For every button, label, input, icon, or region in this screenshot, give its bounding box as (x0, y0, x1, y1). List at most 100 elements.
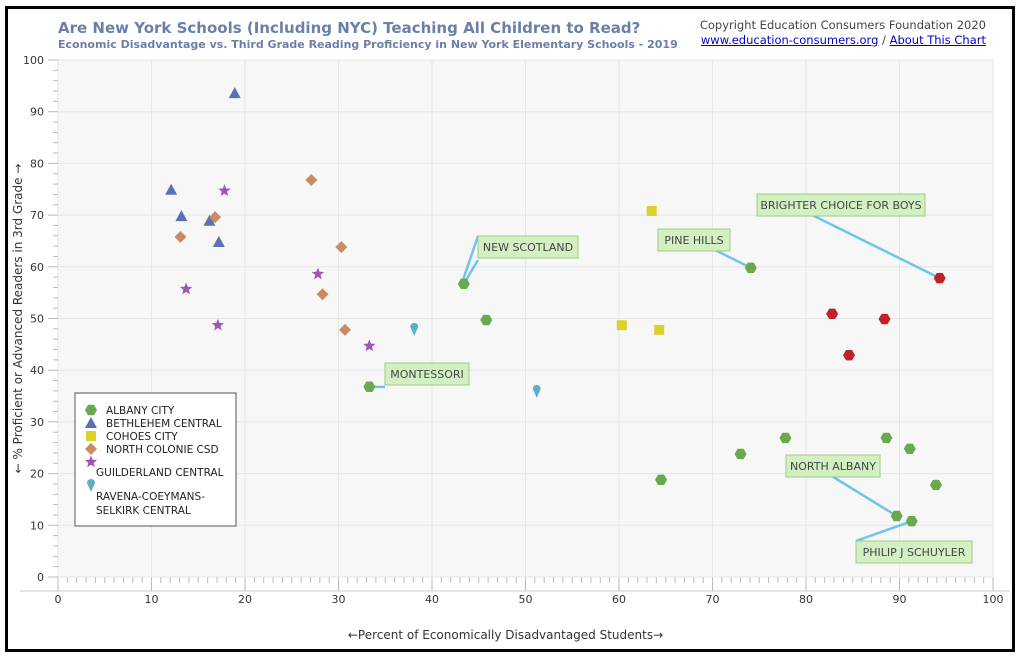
data-point (843, 350, 856, 361)
series-unlabeled (826, 272, 946, 361)
series-ravena-coeymans-selkirk-central (410, 322, 541, 398)
data-point (480, 314, 493, 326)
data-point (175, 210, 188, 222)
data-point (654, 324, 665, 335)
annotation-brighter-choice-for-boys: BRIGHTER CHOICE FOR BOYS (756, 193, 941, 280)
data-point (655, 474, 668, 486)
annotation-label: PINE HILLS (664, 234, 723, 247)
legend-marker (84, 455, 98, 468)
x-tick-label: 60 (612, 593, 626, 606)
data-point (826, 308, 839, 320)
data-point (779, 432, 792, 444)
annotation-box (756, 193, 926, 217)
data-point (905, 515, 918, 527)
annotation-box (785, 454, 881, 478)
annotation-label: MONTESSORI (390, 368, 464, 381)
data-point (174, 230, 187, 243)
y-tick-label: 30 (30, 416, 44, 429)
data-point (933, 272, 946, 284)
site-link[interactable]: www.education-consumers.org (700, 33, 879, 47)
y-tick-label: 10 (30, 519, 44, 532)
data-point (363, 381, 376, 392)
annotation-box (384, 362, 470, 386)
legend-label: ALBANY CITY (106, 405, 175, 417)
series-north-colonie-csd (174, 173, 352, 336)
y-tick-label: 0 (37, 571, 44, 584)
annotation-leader-line (714, 248, 752, 269)
series-albany-city (363, 262, 942, 527)
y-tick-label: 50 (30, 313, 44, 326)
annotation-label: NEW SCOTLAND (483, 241, 573, 254)
y-tick-label: 20 (30, 468, 44, 481)
data-point (228, 87, 241, 99)
copyright-text: Copyright Education Consumers Foundation… (699, 18, 986, 32)
chart-frame (5, 6, 1015, 652)
legend-label: GUILDERLAND CENTRAL (96, 467, 224, 479)
legend-marker (85, 404, 97, 416)
annotation-label: NORTH ALBANY (790, 460, 876, 473)
data-point (744, 262, 757, 274)
annotation-box (477, 235, 579, 259)
legend-marker (85, 417, 97, 428)
annotation-pine-hills: PINE HILLS (657, 228, 752, 269)
y-axis-label: ← % Proficient or Advanced Readers in 3r… (11, 164, 25, 474)
data-point (457, 278, 470, 290)
chart-title: Are New York Schools (Including NYC) Tea… (58, 19, 641, 37)
legend-label: BETHLEHEM CENTRAL (106, 418, 222, 430)
data-point (878, 313, 891, 325)
y-tick-label: 90 (30, 106, 44, 119)
annotation-new-scotland: NEW SCOTLAND (461, 235, 579, 285)
series-cohoes-city (616, 205, 665, 335)
data-point (363, 339, 376, 352)
annotation-north-albany: NORTH ALBANY (785, 454, 898, 518)
y-tick-label: 100 (23, 54, 44, 67)
data-point (929, 479, 942, 491)
y-tick-label: 80 (30, 157, 44, 170)
annotation-box (855, 540, 973, 564)
data-point (339, 323, 352, 336)
legend-box (74, 392, 237, 527)
legend-label: NORTH COLONIE CSD (106, 444, 219, 456)
data-point (179, 282, 193, 295)
x-tick-label: 40 (425, 593, 439, 606)
x-tick-label: 10 (145, 593, 159, 606)
about-chart-link[interactable]: About This Chart (889, 33, 986, 47)
x-tick-label: 50 (519, 593, 533, 606)
link-separator: / (882, 33, 886, 47)
annotation-leader-line (855, 519, 913, 543)
annotation-box (657, 228, 731, 252)
y-tick-label: 70 (30, 209, 44, 222)
data-point (211, 318, 225, 331)
x-tick-label: 90 (893, 593, 907, 606)
data-point (410, 322, 419, 336)
data-point (218, 184, 231, 197)
data-point (305, 173, 318, 186)
x-axis-label: ←Percent of Economically Disadvantaged S… (348, 628, 663, 642)
data-point (212, 235, 225, 247)
x-tick-label: 30 (332, 593, 346, 606)
series-bethlehem-central (165, 87, 241, 247)
x-tick-label: 20 (238, 593, 252, 606)
data-point (532, 384, 541, 398)
y-tick-label: 40 (30, 364, 44, 377)
data-point (316, 288, 329, 301)
legend-label: RAVENA-COEYMANS-SELKIRK CENTRAL (96, 491, 205, 517)
annotation-leader-line (461, 235, 480, 281)
annotation-leader-line (829, 473, 898, 518)
legend-marker (86, 431, 96, 441)
annotation-label: BRIGHTER CHOICE FOR BOYS (760, 199, 921, 212)
annotation-philip-j-schuyler: PHILIP J SCHUYLER (855, 519, 973, 564)
y-tick-label: 60 (30, 261, 44, 274)
x-tick-label: 0 (55, 593, 62, 606)
data-point (646, 205, 657, 216)
series-guilderland-central (179, 184, 376, 352)
data-point (311, 267, 325, 280)
annotation-label: PHILIP J SCHUYLER (863, 546, 966, 559)
copyright-block: Copyright Education Consumers Foundation… (700, 18, 986, 48)
data-point (165, 183, 178, 195)
data-point (903, 443, 916, 454)
data-point (616, 320, 627, 331)
x-tick-label: 80 (799, 593, 813, 606)
